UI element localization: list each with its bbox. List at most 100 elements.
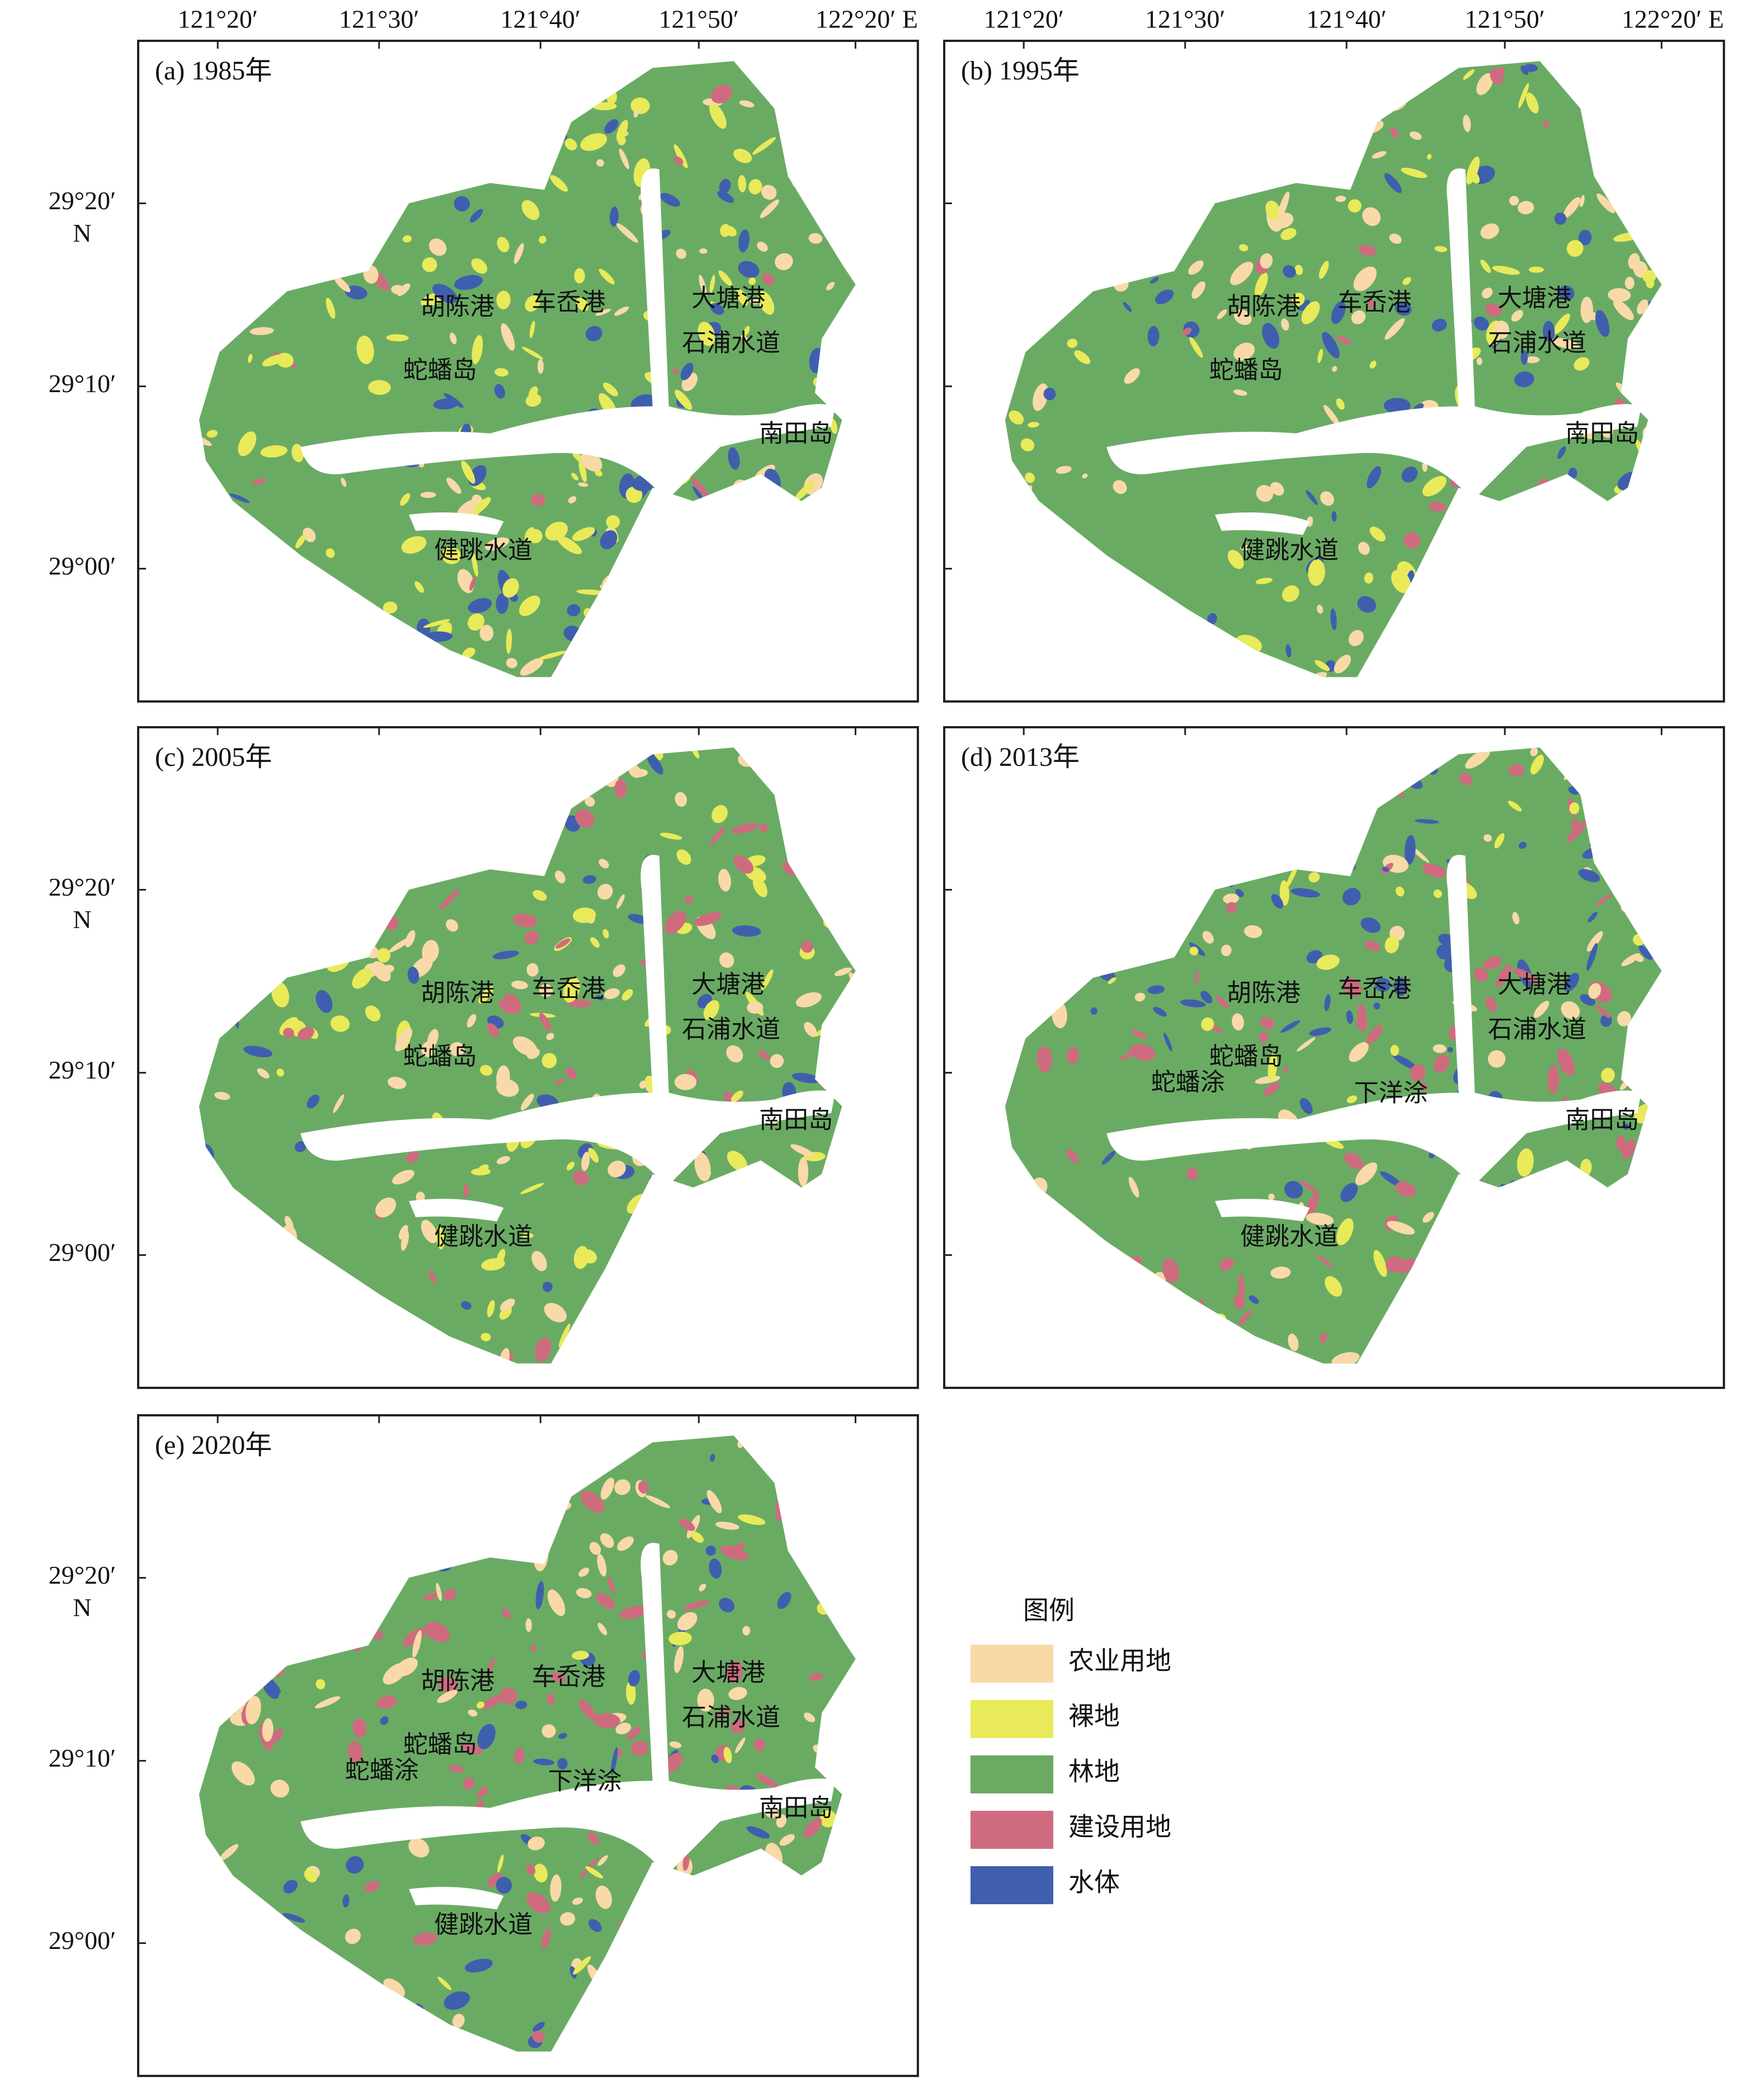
- land-patch: [743, 326, 750, 336]
- land-patch: [445, 919, 459, 932]
- land-patch: [595, 308, 611, 316]
- land-patch: [578, 1699, 597, 1721]
- land-patch: [1429, 501, 1447, 512]
- land-patch: [1320, 1332, 1327, 1344]
- lat-label: 29°10′: [49, 1056, 116, 1084]
- land-patch: [1280, 228, 1297, 241]
- land-patch: [676, 849, 691, 865]
- land-patch: [596, 159, 604, 167]
- land-patch: [1513, 968, 1538, 983]
- land-patch: [1330, 608, 1337, 630]
- land-patch: [727, 1151, 747, 1171]
- land-patch: [480, 1065, 493, 1076]
- land-patch: [436, 1583, 442, 1601]
- land-patch: [1299, 299, 1310, 311]
- land-patch: [1074, 350, 1091, 365]
- lon-label: 122°20′ E: [816, 5, 918, 34]
- land-patch: [1595, 310, 1610, 337]
- land-patch: [480, 1332, 491, 1341]
- land-patch: [1508, 764, 1525, 776]
- land-patch: [524, 930, 539, 945]
- land-patch: [1207, 613, 1217, 625]
- land-patch: [710, 303, 724, 315]
- lon-label: 121°50′: [1464, 5, 1544, 34]
- land-patch: [257, 1068, 270, 1079]
- land-patch: [1596, 193, 1615, 214]
- land-patch: [668, 1631, 692, 1646]
- land-patch: [238, 431, 257, 456]
- land-patch: [674, 1073, 697, 1090]
- land-patch: [566, 1067, 577, 1079]
- land-patch: [1490, 68, 1504, 85]
- land-patch: [758, 291, 775, 315]
- land-patch: [555, 1078, 565, 1085]
- land-patch: [1188, 260, 1204, 275]
- land-patch: [485, 537, 510, 551]
- land-patch: [616, 223, 638, 243]
- land-patch: [1101, 1151, 1116, 1165]
- land-patch: [1364, 572, 1374, 584]
- land-patch: [792, 1072, 821, 1084]
- land-patch: [477, 1164, 489, 1175]
- land-patch: [1358, 542, 1370, 555]
- land-patch: [712, 805, 728, 823]
- land-patch: [607, 1576, 615, 1594]
- place-label: 健跳水道: [1240, 536, 1339, 564]
- land-patch: [1336, 336, 1351, 345]
- land-patch: [1271, 893, 1284, 909]
- land-patch: [546, 1033, 554, 1040]
- land-patch: [1331, 301, 1346, 324]
- land-patch: [1557, 446, 1566, 459]
- land-patch: [530, 1644, 537, 1652]
- land-patch: [527, 1837, 545, 1851]
- land-patch: [304, 1868, 318, 1882]
- land-patch: [597, 1855, 608, 1866]
- land-patch: [436, 1226, 445, 1250]
- land-patch: [417, 618, 431, 637]
- place-label: 蛇蟠岛: [403, 1043, 477, 1070]
- land-patch: [1558, 285, 1575, 301]
- land-patch: [342, 1894, 350, 1908]
- land-patch: [502, 578, 519, 598]
- land-patch: [578, 1567, 590, 1577]
- lat-label: 29°20′: [49, 873, 116, 901]
- land-patch: [617, 1536, 634, 1551]
- land-patch: [600, 530, 618, 549]
- place-label: 健跳水道: [434, 536, 533, 564]
- land-patch: [1335, 195, 1346, 203]
- land-patch: [1528, 266, 1544, 273]
- land-patch: [588, 1919, 602, 1932]
- land-patch: [1227, 549, 1244, 569]
- land-patch: [1557, 1048, 1575, 1076]
- land-patch: [567, 604, 581, 616]
- land-patch: [557, 536, 582, 554]
- land-patch: [726, 1045, 743, 1063]
- land-patch: [1373, 1250, 1387, 1277]
- land-patch: [1221, 944, 1232, 957]
- land-patch: [1147, 326, 1160, 347]
- place-label: 蛇蟠涂: [1151, 1068, 1225, 1096]
- land-patch: [585, 796, 595, 807]
- land-patch: [512, 1036, 538, 1056]
- land-patch: [1318, 261, 1329, 279]
- land-patch: [283, 1880, 298, 1894]
- land-patch: [1580, 195, 1585, 208]
- land-patch: [1147, 985, 1165, 994]
- land-patch: [1340, 1183, 1358, 1202]
- land-patch: [1386, 1256, 1403, 1273]
- land-patch: [449, 1765, 464, 1773]
- land-patch: [606, 515, 620, 529]
- land-patch: [1285, 644, 1292, 658]
- land-patch: [461, 1301, 472, 1310]
- land-patch: [1586, 931, 1603, 952]
- land-patch: [469, 209, 483, 223]
- land-patch: [1232, 1013, 1244, 1031]
- land-patch: [446, 477, 461, 494]
- land-patch: [1554, 212, 1567, 225]
- land-patch: [596, 1593, 615, 1609]
- land-patch: [283, 1028, 294, 1038]
- land-patch: [276, 1068, 284, 1077]
- land-patch: [626, 1726, 640, 1740]
- land-patch: [1124, 368, 1141, 384]
- land-patch: [672, 368, 679, 374]
